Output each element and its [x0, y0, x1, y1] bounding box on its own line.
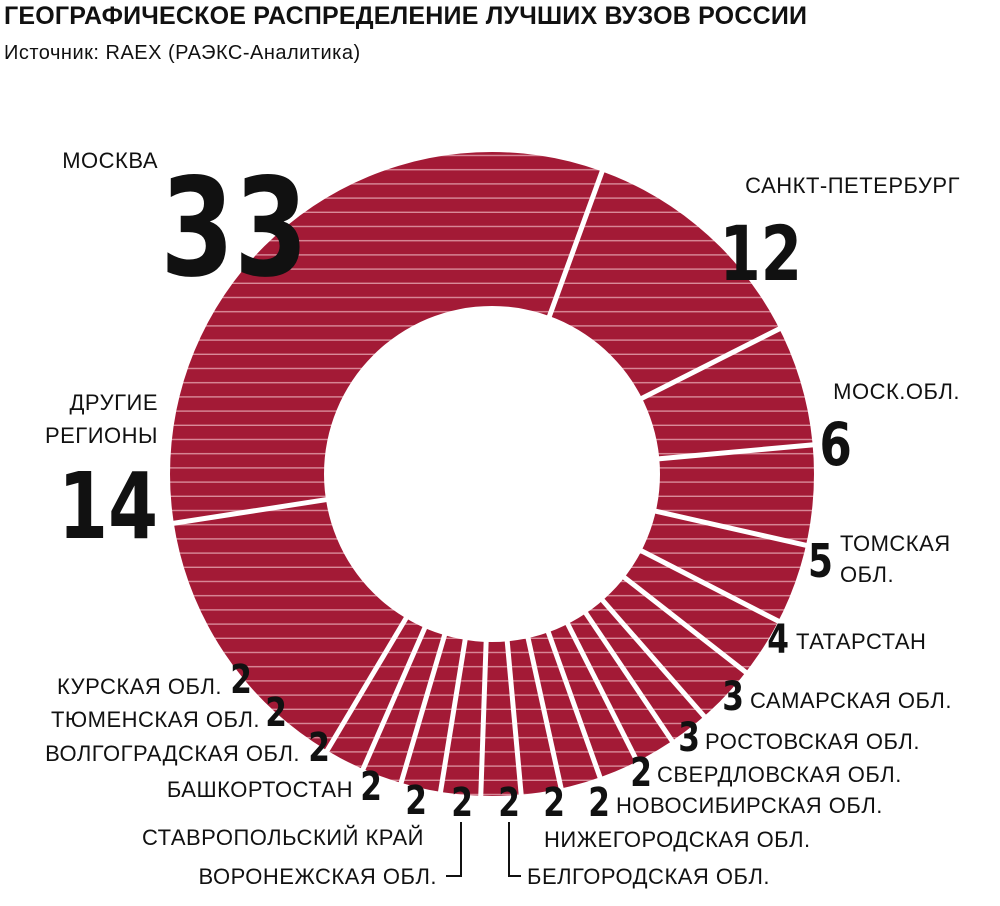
value-label-башкортостан: 2	[360, 764, 382, 810]
category-label-томская-обл: ТОМСКАЯ	[840, 531, 951, 556]
chart-subtitle: Источник: RAEX (РАЭКС-Аналитика)	[4, 42, 361, 64]
slice-separator	[581, 608, 677, 746]
value-label-томская-обл: 5	[808, 535, 833, 589]
category-label-ростовская-обл: РОСТОВСКАЯ ОБЛ.	[705, 729, 920, 754]
category-label-ставропольский-край: СТАВРОПОЛЬСКИЙ КРАЙ	[142, 825, 424, 850]
slice-separator	[322, 613, 411, 756]
category-label-самарская-обл: САМАРСКАЯ ОБЛ.	[750, 688, 952, 713]
category-label-воронежская-обл: ВОРОНЕЖСКАЯ ОБЛ.	[199, 864, 437, 889]
slice-separator	[544, 627, 604, 782]
category-label-другие-регионы: ДРУГИЕ	[70, 390, 158, 415]
category-label-татарстан: ТАТАРСТАН	[796, 629, 926, 654]
chart-title: ГЕОГРАФИЧЕСКОЕ РАСПРЕДЕЛЕНИЕ ЛУЧШИХ ВУЗО…	[4, 2, 808, 30]
value-label-самарская-обл: 3	[722, 674, 744, 720]
slice-separator	[169, 496, 331, 527]
value-label-новосибирская-обл: 2	[588, 780, 610, 826]
category-label-тюменская-обл: ТЮМЕНСКАЯ ОБЛ.	[51, 707, 260, 732]
slice-separator	[563, 619, 642, 767]
category-label-башкортостан: БАШКОРТОСТАН	[167, 777, 353, 802]
category-label-санкт-петербург: САНКТ-ПЕТЕРБУРГ	[745, 173, 960, 198]
value-label-ставропольский-край: 2	[405, 778, 427, 824]
value-label-курская-обл: 2	[230, 657, 252, 703]
category-label-нижегородская-обл: НИЖЕГОРОДСКАЯ ОБЛ.	[544, 827, 811, 852]
slices-group	[169, 152, 817, 800]
value-label-нижегородская-обл: 2	[543, 780, 565, 826]
slice-separator	[637, 324, 785, 403]
category-label-свердловская-обл: СВЕРДЛОВСКАЯ ОБЛ.	[657, 762, 902, 787]
slice-separator	[437, 635, 469, 797]
slice-separator	[524, 633, 565, 793]
value-label-татарстан: 4	[767, 617, 789, 663]
donut-ring	[170, 152, 814, 796]
category-label-новосибирская-обл: НОВОСИБИРСКАЯ ОБЛ.	[616, 793, 883, 818]
category-label-белгородская-обл: БЕЛГОРОДСКАЯ ОБЛ.	[527, 864, 770, 889]
category-label-моск-обл: МОСК.ОБЛ.	[833, 379, 960, 404]
slice-separator	[504, 637, 525, 799]
slice-separator	[478, 637, 489, 800]
slice-separator	[655, 441, 817, 462]
value-label-волгоградская-обл: 2	[308, 725, 330, 771]
slice-separator	[397, 630, 449, 788]
category-label-курская-обл: КУРСКАЯ ОБЛ.	[57, 674, 222, 699]
value-label-свердловская-обл: 2	[630, 750, 652, 796]
value-label-ростовская-обл: 3	[678, 715, 700, 761]
category-label-томская-обл: ОБЛ.	[840, 562, 894, 587]
category-label-другие-регионы: РЕГИОНЫ	[45, 423, 158, 448]
labels-group: 12 САНКТ-ПЕТЕРБУРГ 6 МОСК.ОБЛ. 5 ТОМСКАЯ ОБЛ. 4…	[45, 148, 960, 889]
slice-separator	[636, 546, 784, 626]
category-label-волгоградская-обл: ВОЛГОГРАДСКАЯ ОБЛ.	[45, 741, 300, 766]
value-label-тюменская-обл: 2	[265, 690, 287, 736]
value-label-москва: 33	[160, 149, 308, 307]
slice-separator	[598, 595, 709, 721]
category-label-москва: МОСКВА	[62, 148, 158, 173]
slice-separator	[619, 572, 751, 677]
value-label-санкт-петербург: 12	[720, 211, 802, 299]
leader-line-белгородская-обл	[508, 822, 521, 877]
value-label-белгородская-обл: 2	[498, 780, 520, 826]
value-label-другие-регионы: 14	[58, 453, 158, 560]
value-label-моск-обл: 6	[819, 409, 852, 479]
slice-separator	[651, 507, 811, 549]
value-label-воронежская-обл: 2	[451, 780, 473, 826]
slice-separator	[545, 166, 606, 321]
leader-line-воронежская-обл	[446, 822, 462, 877]
slice-separator	[359, 623, 429, 774]
